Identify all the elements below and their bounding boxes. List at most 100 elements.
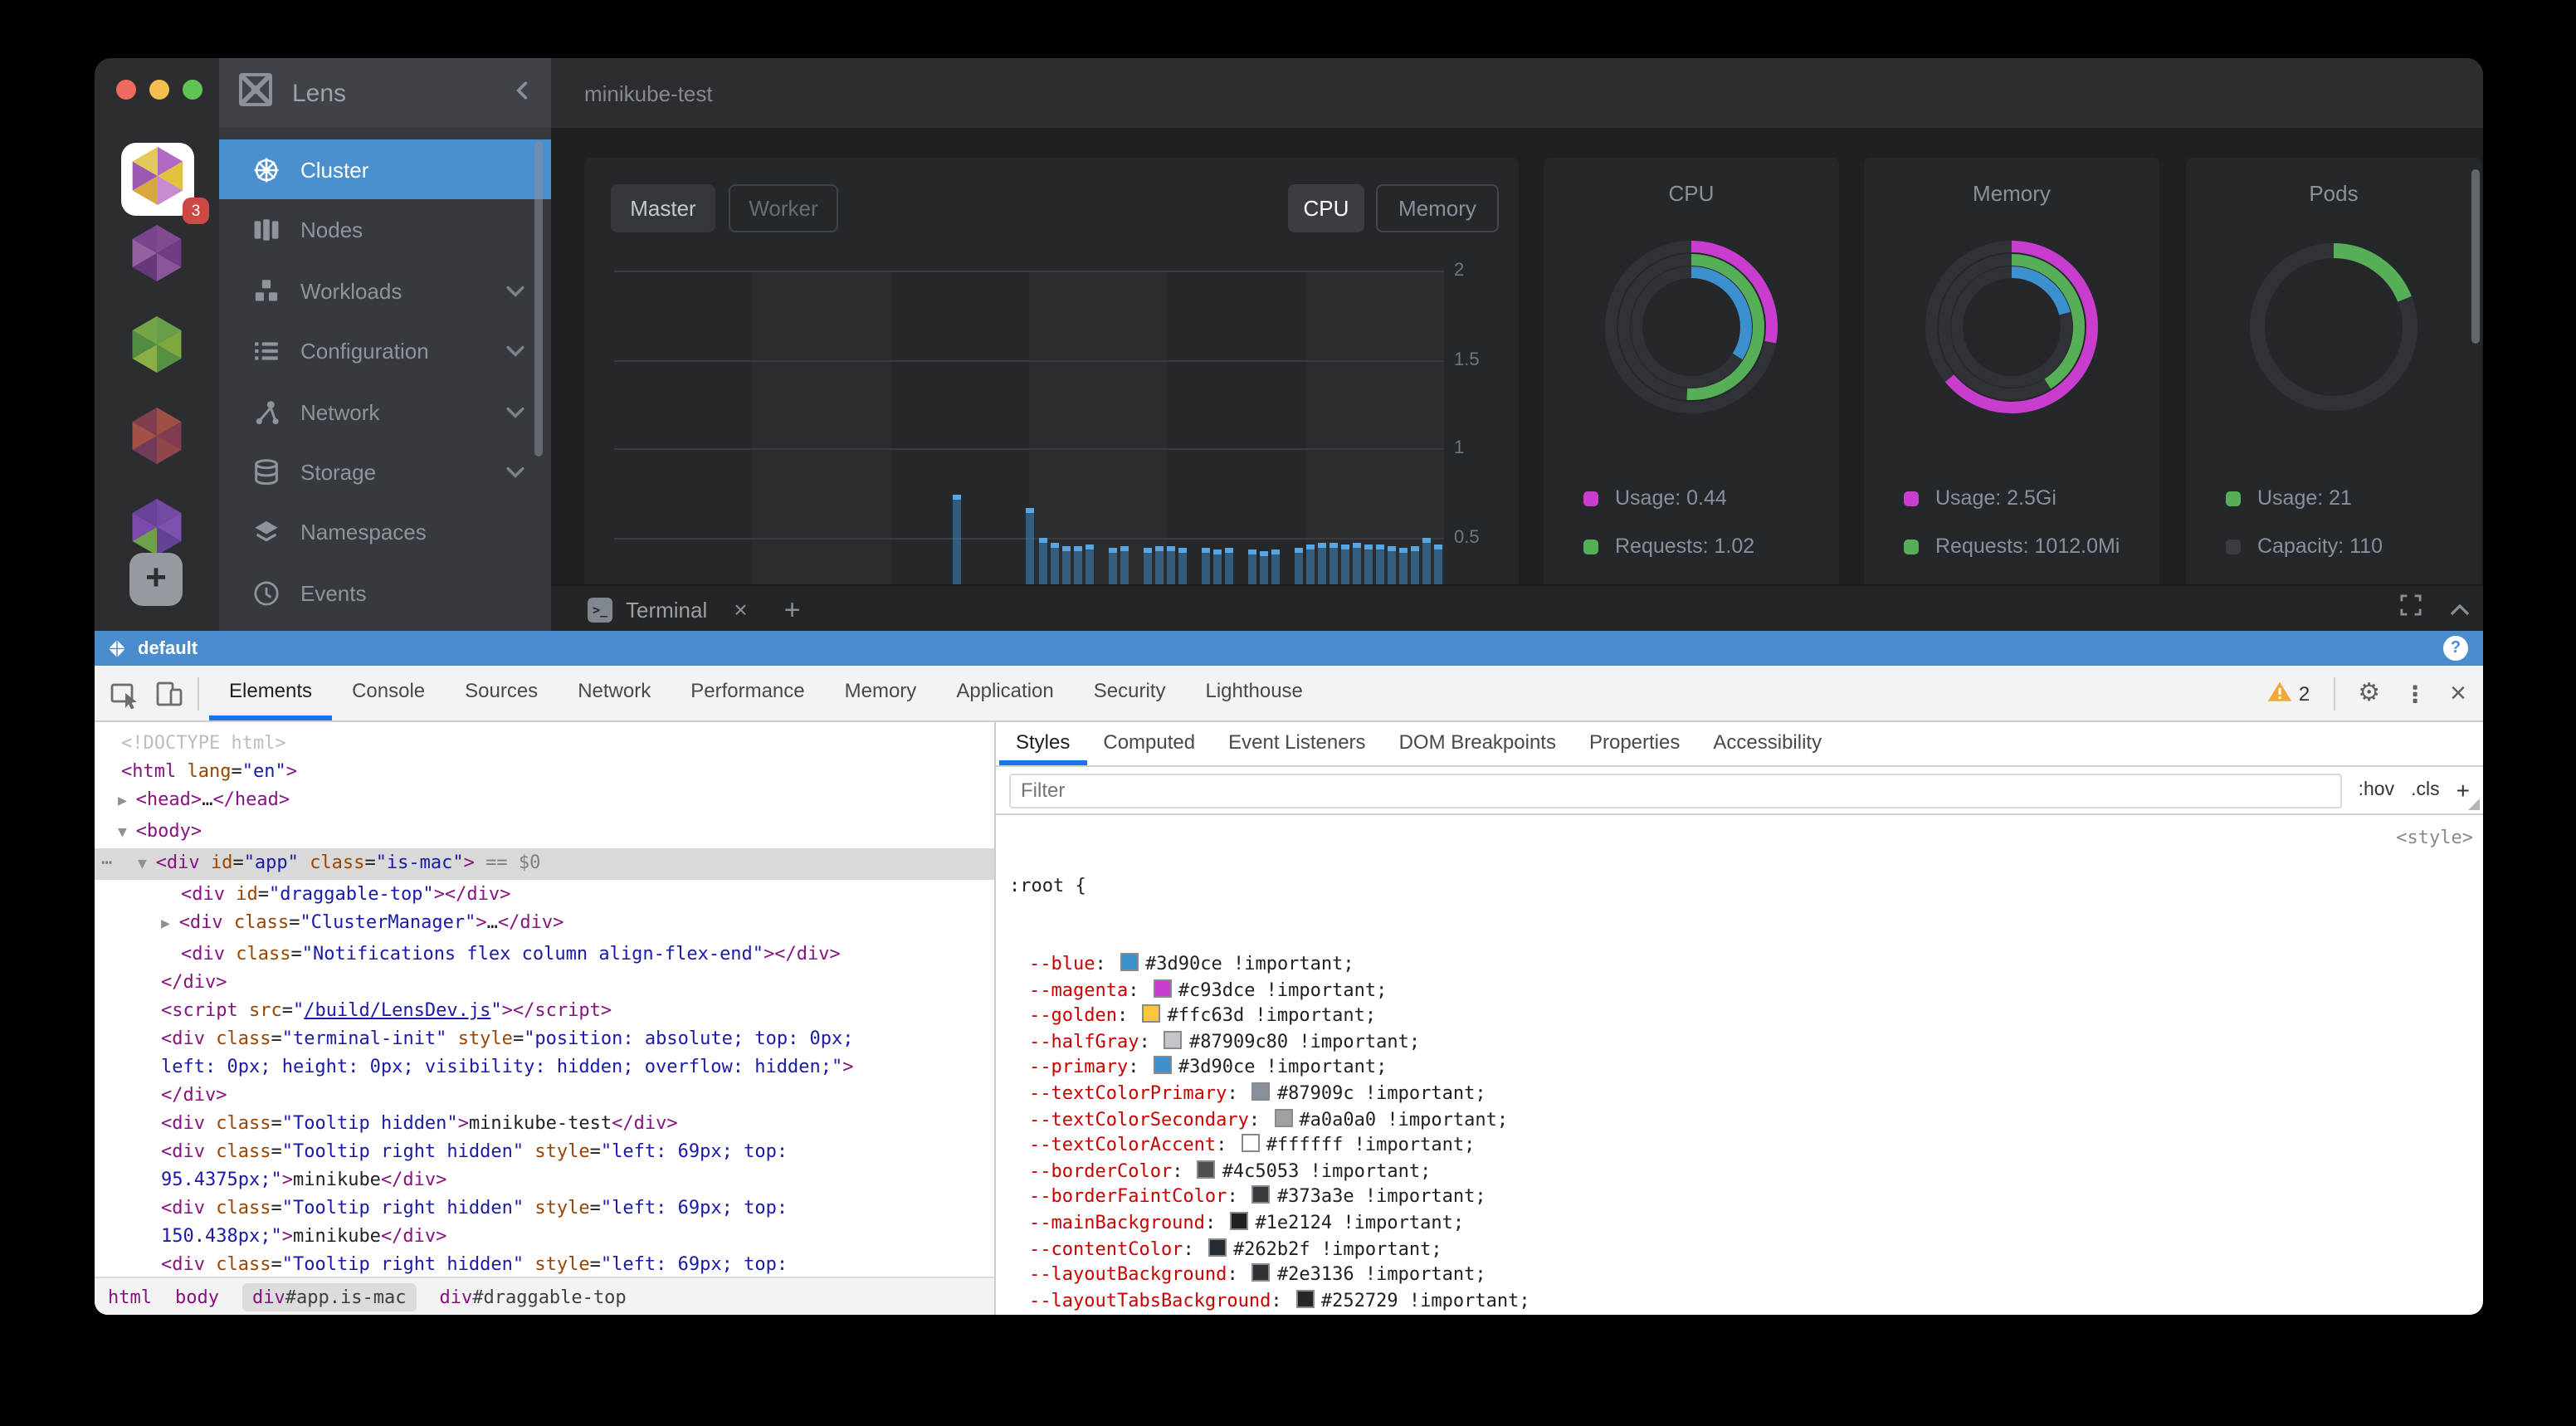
breadcrumb-item[interactable]: div#draggable-top: [439, 1286, 626, 1307]
color-swatch[interactable]: [1120, 952, 1139, 971]
add-cluster-button[interactable]: +: [129, 553, 183, 606]
toggle-class-button[interactable]: .cls: [2411, 780, 2440, 800]
color-swatch[interactable]: [1230, 1211, 1249, 1230]
dom-tree-line[interactable]: <div class="Tooltip right hidden" style=…: [95, 1250, 994, 1277]
terminal-add-icon[interactable]: +: [783, 593, 801, 625]
color-swatch[interactable]: [1164, 1030, 1183, 1049]
css-variable-row[interactable]: --mainBackground: #1e2124 !important;: [996, 1210, 2483, 1236]
sidebar-item-workloads[interactable]: Workloads: [219, 261, 551, 320]
close-button[interactable]: [116, 80, 136, 100]
css-variable-row[interactable]: --textColorSecondary: #a0a0a0 !important…: [996, 1106, 2483, 1132]
dom-tree-line[interactable]: <script src="/build/LensDev.js"></script…: [95, 996, 994, 1024]
cluster-button[interactable]: [128, 498, 186, 556]
styles-tab-properties[interactable]: Properties: [1588, 730, 1681, 754]
css-variable-row[interactable]: --layoutTabsBackground: #252729 !importa…: [996, 1287, 2483, 1313]
color-swatch[interactable]: [1142, 1004, 1161, 1023]
tab-performance[interactable]: Performance: [690, 679, 805, 702]
breadcrumb-item[interactable]: body: [175, 1286, 219, 1307]
dom-tree-line[interactable]: ▼ <body>: [95, 817, 994, 848]
css-variable-row[interactable]: --halfGray: #87909c80 !important;: [996, 1029, 2483, 1055]
dom-tree-line[interactable]: <div class="Tooltip hidden">minikube-tes…: [95, 1109, 994, 1137]
metric-tab-cpu[interactable]: CPU: [1288, 184, 1364, 232]
color-swatch[interactable]: [1153, 979, 1172, 998]
sidebar-item-cluster[interactable]: Cluster: [219, 139, 551, 199]
node-filter-master[interactable]: Master: [611, 184, 715, 232]
styles-tab-dom-breakpoints[interactable]: DOM Breakpoints: [1398, 730, 1556, 754]
tab-console[interactable]: Console: [352, 679, 426, 702]
dom-tree-line[interactable]: 95.4375px;">minikube</div>: [95, 1165, 994, 1194]
tab-elements[interactable]: Elements: [209, 666, 332, 720]
color-swatch[interactable]: [1274, 1108, 1293, 1127]
cluster-button[interactable]: [128, 315, 186, 374]
console-warnings-button[interactable]: 2: [2267, 680, 2310, 706]
device-toolbar-icon[interactable]: [154, 678, 184, 708]
tab-lighthouse[interactable]: Lighthouse: [1205, 679, 1303, 702]
color-swatch[interactable]: [1251, 1082, 1271, 1101]
styles-tab-event-listeners[interactable]: Event Listeners: [1228, 730, 1366, 754]
color-swatch[interactable]: [1208, 1238, 1227, 1256]
dom-tree-line[interactable]: </div>: [95, 1081, 994, 1109]
devtools-close-icon[interactable]: ×: [2450, 677, 2466, 709]
styles-filter-input[interactable]: [1009, 773, 2342, 808]
sidebar-item-storage[interactable]: Storage: [219, 442, 551, 501]
color-swatch[interactable]: [1153, 1056, 1172, 1075]
color-swatch[interactable]: [1197, 1160, 1216, 1179]
settings-gear-icon[interactable]: ⚙: [2358, 679, 2381, 707]
tab-application[interactable]: Application: [956, 679, 1054, 702]
active-cluster-button[interactable]: 3: [121, 143, 209, 224]
terminal-expand-icon[interactable]: [2450, 594, 2470, 624]
toggle-pseudo-button[interactable]: :hov: [2358, 780, 2395, 800]
terminal-close-icon[interactable]: ×: [734, 596, 748, 623]
dom-tree-line[interactable]: <div class="terminal-init" style="positi…: [95, 1024, 994, 1052]
color-swatch[interactable]: [1251, 1263, 1271, 1282]
new-style-rule-button[interactable]: +: [2456, 777, 2470, 803]
dom-tree-line[interactable]: <!DOCTYPE html>: [95, 729, 994, 757]
zoom-button[interactable]: [183, 80, 202, 100]
dom-tree-line[interactable]: ⋯ ▼ <div id="app" class="is-mac"> == $0: [95, 848, 994, 880]
styles-tab-computed[interactable]: Computed: [1103, 730, 1196, 754]
sidebar-item-namespaces[interactable]: Namespaces: [219, 501, 551, 561]
sidebar-item-nodes[interactable]: Nodes: [219, 199, 551, 259]
css-variable-row[interactable]: --primary: #3d90ce !important;: [996, 1055, 2483, 1081]
dom-tree-line[interactable]: <div id="draggable-top"></div>: [95, 880, 994, 908]
css-variable-row[interactable]: --contentColor: #262b2f !important;: [996, 1236, 2483, 1262]
help-button[interactable]: ?: [2443, 636, 2468, 661]
dom-tree-line[interactable]: <div class="Tooltip right hidden" style=…: [95, 1137, 994, 1165]
css-variable-row[interactable]: --textColorAccent: #ffffff !important;: [996, 1132, 2483, 1158]
css-variable-row[interactable]: --borderFaintColor: #373a3e !important;: [996, 1184, 2483, 1210]
css-variable-row[interactable]: --layoutTabsActiveColor: #ffffff !import…: [996, 1314, 2483, 1315]
css-variable-row[interactable]: --layoutBackground: #2e3136 !important;: [996, 1262, 2483, 1287]
styles-tab-accessibility[interactable]: Accessibility: [1713, 730, 1822, 754]
style-origin-link[interactable]: <style>: [2396, 827, 2473, 848]
cluster-button[interactable]: [128, 407, 186, 465]
kebab-menu-icon[interactable]: ⋮: [2403, 680, 2427, 706]
dom-tree-line[interactable]: 150.438px;">minikube</div>: [95, 1222, 994, 1250]
dom-tree-line[interactable]: <div class="Notifications flex column al…: [95, 940, 994, 968]
sidebar-item-network[interactable]: Network: [219, 382, 551, 442]
dom-tree-line[interactable]: left: 0px; height: 0px; visibility: hidd…: [95, 1052, 994, 1081]
more-actions-icon[interactable]: ⋯: [101, 852, 113, 873]
sidebar-item-configuration[interactable]: Configuration: [219, 320, 551, 380]
tab-network[interactable]: Network: [578, 679, 651, 702]
tab-sources[interactable]: Sources: [465, 679, 539, 702]
tab-memory[interactable]: Memory: [844, 679, 917, 702]
css-variable-row[interactable]: --golden: #ffc63d !important;: [996, 1003, 2483, 1028]
metric-tab-memory[interactable]: Memory: [1376, 184, 1499, 232]
dom-tree-line[interactable]: <html lang="en">: [95, 757, 994, 785]
inspect-element-icon[interactable]: [110, 678, 139, 708]
minimize-button[interactable]: [149, 80, 169, 100]
main-scrollbar[interactable]: [2471, 169, 2480, 344]
color-swatch[interactable]: [1295, 1289, 1315, 1308]
css-variable-row[interactable]: --blue: #3d90ce !important;: [996, 951, 2483, 977]
styles-tab-styles[interactable]: Styles: [999, 720, 1086, 765]
sidebar-scrollbar[interactable]: [534, 141, 543, 457]
dom-tree-line[interactable]: </div>: [95, 968, 994, 996]
sidebar-collapse-button[interactable]: [516, 78, 528, 108]
color-swatch[interactable]: [1251, 1185, 1271, 1204]
css-rule-selector[interactable]: :root {<style>: [1009, 827, 2473, 897]
css-variable-row[interactable]: --textColorPrimary: #87909c !important;: [996, 1081, 2483, 1106]
dom-tree-line[interactable]: <div class="Tooltip right hidden" style=…: [95, 1194, 994, 1222]
cluster-button[interactable]: [128, 224, 186, 282]
breadcrumb-item[interactable]: html: [108, 1286, 152, 1307]
drawer-resizer[interactable]: [2468, 798, 2480, 810]
